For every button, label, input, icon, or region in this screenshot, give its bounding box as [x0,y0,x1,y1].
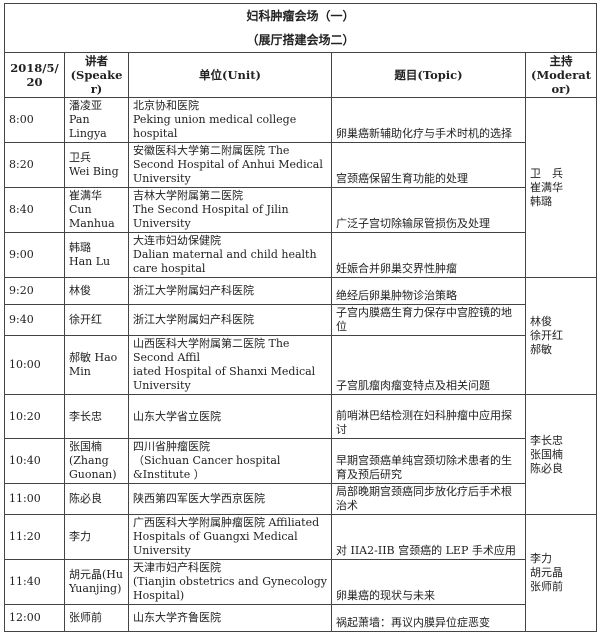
unit-cell: 安徽医科大学第二附属医院 The Second Hospital of Anhu… [128,142,332,188]
table-row: 11:40 胡元晶(Hu Yuanjing) 天津市妇产科医院 (Tianjin o… [4,559,597,605]
unit-cell: 山东大学齐鲁医院 [128,604,332,632]
speaker-cell: 张师前 [64,604,129,632]
time-cell: 8:00 [4,97,65,143]
table-row: 10:40 张国楠 (Zhang Guonan) 四川省肿瘤医院 （Sichuan … [4,438,597,484]
table-row: 8:20 卫兵 Wei Bing 安徽医科大学第二附属医院 The Second H… [4,142,597,188]
time-cell: 9:00 [4,232,65,278]
time-cell: 10:20 [4,394,65,439]
unit-cell: 山西医科大学附属第二医院 The Second Affil iated Hosp… [128,335,332,395]
time-cell: 10:40 [4,438,65,484]
time-cell: 9:40 [4,304,65,336]
topic-cell: 宫颈癌保留生育功能的处理 [331,142,526,188]
moderator-cell: 林俊 徐开红 郝敏 [524,277,598,395]
table-row: 12:00 张师前 山东大学齐鲁医院 祸起萧墙：再议内膜异位症恶变 [4,604,597,632]
session-subtitle: （展厅搭建会场二） [3,28,598,53]
table-row: 10:00 郝敏 Hao Min 山西医科大学附属第二医院 The Second A… [4,335,597,395]
time-cell: 8:40 [4,187,65,233]
speaker-cell: 陈必良 [64,483,129,515]
topic-cell: 绝经后卵巢肿物诊治策略 [331,277,526,305]
topic-cell: 卵巢癌的现状与未来 [331,559,526,605]
speaker-cell: 李长忠 [64,394,129,439]
unit-cell: 浙江大学附属妇产科医院 [128,277,332,305]
moderator-cell: 李力 胡元晶 张师前 [524,514,598,632]
table-row: 10:20 李长忠 山东大学省立医院 前哨淋巴结检测在妇科肿瘤中应用探讨 李长忠 张国楠… [4,394,598,515]
time-cell: 8:20 [4,142,65,188]
header-row: 2018/5/20 讲者 (Speaker) 单位(Unit) 题目(Topic… [4,52,598,98]
topic-cell: 早期宫颈癌单纯宫颈切除术患者的生育及预后研究 [331,438,526,484]
topic-cell: 对 IIA2-IIB 宫颈癌的 LEP 手术应用 [331,514,526,560]
moderator-cell: 卫 兵 崔满华 韩璐 [524,97,598,278]
time-cell: 11:40 [4,559,65,605]
speaker-cell: 崔满华 Cun Manhua [64,187,129,233]
moderator-cell: 李长忠 张国楠 陈必良 [524,394,598,515]
speaker-cell: 徐开红 [64,304,129,336]
header-unit: 单位(Unit) [128,52,332,98]
speaker-cell: 李力 [64,514,129,560]
table-row: 8:40 崔满华 Cun Manhua 吉林大学附属第二医院 The Second … [4,187,597,233]
unit-cell: 天津市妇产科医院 (Tianjin obstetrics and Gynecol… [128,559,332,605]
unit-cell: 北京协和医院 Peking union medical college hosp… [128,97,332,143]
unit-cell: 山东大学省立医院 [128,394,332,439]
header-moderator: 主持 (Moderator) [524,52,598,98]
topic-cell: 前哨淋巴结检测在妇科肿瘤中应用探讨 [331,394,526,439]
time-cell: 12:00 [4,604,65,632]
topic-cell: 局部晚期宫颈癌同步放化疗后手术根治术 [331,483,526,515]
header-date: 2018/5/20 [4,52,65,98]
speaker-cell: 潘凌亚 Pan Lingya [64,97,129,143]
schedule: 妇科肿瘤会场（一） （展厅搭建会场二） 2018/5/20 讲者 (Speake… [3,3,598,632]
speaker-cell: 林俊 [64,277,129,305]
speaker-cell: 张国楠 (Zhang Guonan) [64,438,129,484]
speaker-cell: 韩璐 Han Lu [64,232,129,278]
table-row: 11:00 陈必良 陕西第四军医大学西京医院 局部晚期宫颈癌同步放化疗后手术根治术 [4,483,597,515]
session-title: 妇科肿瘤会场（一） [3,3,598,28]
speaker-cell: 卫兵 Wei Bing [64,142,129,188]
table-row: 9:20 林俊 浙江大学附属妇产科医院 绝经后卵巢肿物诊治策略 林俊 徐开红 郝敏 [4,277,598,395]
table-row: 11:20 李力 广西医科大学附属肿瘤医院 Affiliated Hospitals… [4,514,598,632]
topic-cell: 祸起萧墙：再议内膜异位症恶变 [331,604,526,632]
speaker-cell: 郝敏 Hao Min [64,335,129,395]
unit-cell: 陕西第四军医大学西京医院 [128,483,332,515]
topic-cell: 子宫内膜癌生育力保存中宫腔镜的地位 [331,304,526,336]
unit-cell: 四川省肿瘤医院 （Sichuan Cancer hospital &Instit… [128,438,332,484]
header-topic: 题目(Topic) [331,52,526,98]
table-row: 9:00 韩璐 Han Lu 大连市妇幼保健院 Dalian maternal an… [4,232,597,278]
topic-cell: 广泛子宫切除输尿管损伤及处理 [331,187,526,233]
topic-cell: 子宫肌瘤肉瘤变特点及相关问题 [331,335,526,395]
table-row: 8:00 潘凌亚 Pan Lingya 北京协和医院 Peking union me… [4,97,598,278]
table-row: 9:40 徐开红 浙江大学附属妇产科医院 子宫内膜癌生育力保存中宫腔镜的地位 [4,304,597,336]
time-cell: 11:20 [4,514,65,560]
speaker-cell: 胡元晶(Hu Yuanjing) [64,559,129,605]
unit-cell: 吉林大学附属第二医院 The Second Hospital of Jilin … [128,187,332,233]
unit-cell: 大连市妇幼保健院 Dalian maternal and child healt… [128,232,332,278]
time-cell: 11:00 [4,483,65,515]
time-cell: 9:20 [4,277,65,305]
schedule-table: 妇科肿瘤会场（一） （展厅搭建会场二） 2018/5/20 讲者 (Speake… [3,3,598,632]
unit-cell: 广西医科大学附属肿瘤医院 Affiliated Hospitals of Gua… [128,514,332,560]
topic-cell: 卵巢癌新辅助化疗与手术时机的选择 [331,97,526,143]
topic-cell: 妊娠合并卵巢交界性肿瘤 [331,232,526,278]
unit-cell: 浙江大学附属妇产科医院 [128,304,332,336]
header-speaker: 讲者 (Speaker) [64,52,129,98]
time-cell: 10:00 [4,335,65,395]
